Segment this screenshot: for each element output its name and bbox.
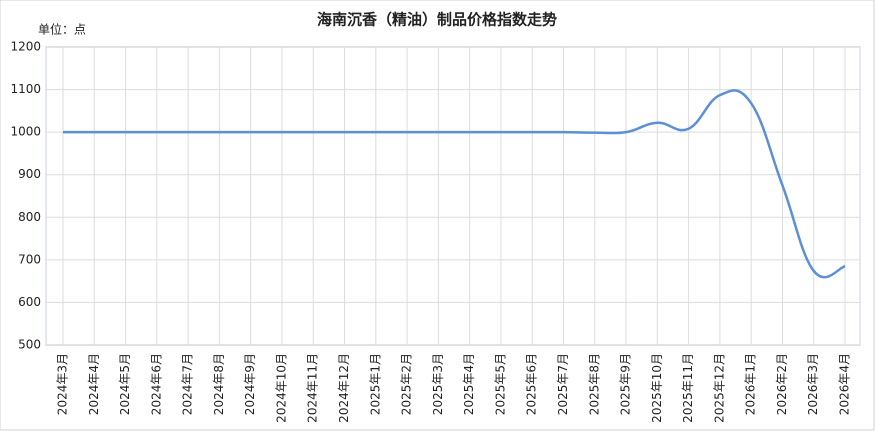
x-tick-label: 2026年4月 bbox=[838, 353, 852, 415]
x-tick-label: 2024年8月 bbox=[212, 353, 226, 415]
x-tick-label: 2025年12月 bbox=[712, 353, 726, 423]
x-tick-label: 2026年2月 bbox=[775, 353, 789, 415]
x-tick-label: 2025年1月 bbox=[368, 353, 382, 415]
x-tick-label: 2024年4月 bbox=[87, 353, 101, 415]
x-tick-label: 2025年4月 bbox=[462, 353, 476, 415]
x-tick-label: 2024年11月 bbox=[306, 353, 320, 423]
y-tick-label: 600 bbox=[18, 295, 41, 309]
line bbox=[62, 89, 846, 279]
x-tick-label: 2024年7月 bbox=[181, 353, 195, 415]
x-tick-label: 2024年9月 bbox=[243, 353, 257, 415]
x-tick-label: 2025年8月 bbox=[587, 353, 601, 415]
y-tick-label: 700 bbox=[18, 252, 41, 266]
x-tick-label: 2025年10月 bbox=[650, 353, 664, 423]
x-tick-label: 2025年5月 bbox=[493, 353, 507, 415]
y-tick-label: 500 bbox=[18, 338, 41, 352]
x-tick-label: 2025年3月 bbox=[431, 353, 445, 415]
x-tick-label: 2025年7月 bbox=[556, 353, 570, 415]
x-tick-label: 2024年3月 bbox=[56, 353, 70, 415]
y-tick-label: 1100 bbox=[10, 82, 41, 96]
unit-label: 单位：点 bbox=[38, 22, 86, 37]
x-tick-label: 2024年6月 bbox=[149, 353, 163, 415]
x-tick-label: 2025年6月 bbox=[525, 353, 539, 415]
x-tick-label: 2024年5月 bbox=[118, 353, 132, 415]
x-tick-label: 2025年11月 bbox=[681, 353, 695, 423]
x-tick-label: 2026年3月 bbox=[806, 353, 820, 415]
x-tick-label: 2024年10月 bbox=[274, 353, 288, 423]
y-tick-label: 1200 bbox=[10, 40, 41, 54]
chart-title: 海南沉香（精油）制品价格指数走势 bbox=[317, 11, 557, 29]
y-tick-label: 900 bbox=[18, 167, 41, 181]
x-tick-label: 2025年9月 bbox=[619, 353, 633, 415]
y-tick-label: 800 bbox=[18, 210, 41, 224]
y-tick-label: 1000 bbox=[10, 125, 41, 139]
x-tick-label: 2024年12月 bbox=[337, 353, 351, 423]
x-tick-label: 2025年2月 bbox=[400, 353, 414, 415]
x-tick-label: 2026年1月 bbox=[744, 353, 758, 415]
